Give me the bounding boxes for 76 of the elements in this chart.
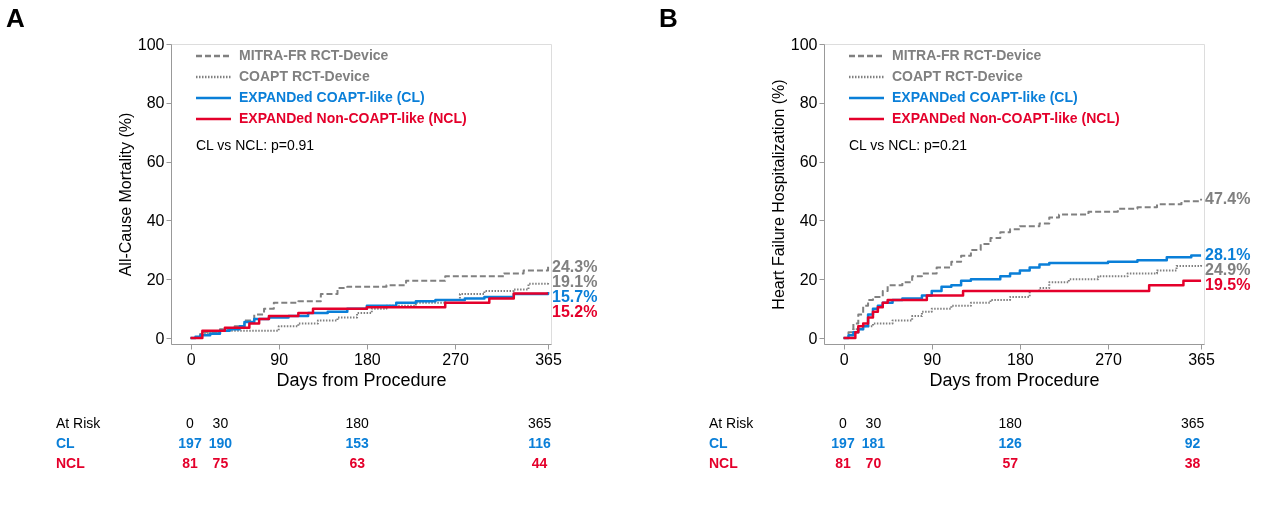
text: 0 [186, 415, 195, 431]
y-tick-label: 60 [799, 153, 818, 171]
x-tick-label: 0 [186, 350, 196, 368]
annotation: CL vs NCL: p=0.91 [196, 137, 315, 153]
text: 30 [212, 415, 229, 431]
y-tick-label: 40 [146, 211, 165, 229]
text: 70 [865, 455, 882, 471]
y-axis-title: All-Cause Mortality (%) [116, 112, 134, 277]
text: 44 [531, 455, 548, 471]
chart-title: B [659, 3, 678, 33]
y-tick-label: 80 [799, 94, 818, 112]
y-tick-label: 20 [146, 270, 165, 288]
text: 92 [1184, 435, 1201, 451]
text: 0 [839, 415, 848, 431]
text: 126 [998, 435, 1023, 451]
legend-label: EXPANDed COAPT-like (CL) [892, 89, 1078, 105]
legend-label: MITRA-FR RCT-Device [892, 47, 1042, 63]
text: 19.1% [552, 272, 598, 290]
text: 38 [1184, 455, 1201, 471]
x-axis-title: Days from Procedure [929, 369, 1100, 390]
text: 81 [835, 455, 851, 471]
y-tick-label: 100 [137, 35, 165, 53]
legend-label: EXPANDed Non-COAPT-like (NCL) [892, 110, 1120, 126]
chart-title: A [6, 3, 25, 33]
text: 197 [831, 435, 855, 451]
text: 81 [182, 455, 198, 471]
y-axis-title: Heart Failure Hospitalization (%) [769, 79, 787, 310]
y-tick-label: 0 [155, 329, 165, 347]
x-tick-label: 90 [923, 350, 942, 368]
y-tick-label: 80 [146, 94, 165, 112]
text: 15.7% [552, 287, 598, 305]
legend-label: EXPANDed Non-COAPT-like (NCL) [239, 110, 467, 126]
text: 57 [1002, 455, 1019, 471]
annotation: CL vs NCL: p=0.21 [849, 137, 968, 153]
x-tick-label: 270 [1095, 350, 1122, 368]
text: 190 [208, 435, 233, 451]
y-tick-label: 20 [799, 270, 818, 288]
text: NCL [56, 455, 86, 471]
text: CL [709, 435, 729, 451]
text: 197 [178, 435, 202, 451]
x-tick-label: 365 [1188, 350, 1216, 368]
text: 19.5% [1205, 276, 1251, 294]
legend-label: COAPT RCT-Device [239, 68, 370, 84]
x-tick-label: 365 [535, 350, 563, 368]
text: 28.1% [1205, 246, 1251, 264]
text: 180 [998, 415, 1023, 431]
y-tick-label: 100 [790, 35, 818, 53]
x-axis-title: Days from Procedure [276, 369, 447, 390]
legend-label: EXPANDed COAPT-like (CL) [239, 89, 425, 105]
text: 75 [212, 455, 229, 471]
text: 116 [528, 435, 552, 451]
text: 47.4% [1205, 189, 1251, 207]
text: At Risk [709, 415, 755, 431]
text: 15.2% [552, 302, 598, 320]
legend-label: COAPT RCT-Device [892, 68, 1023, 84]
text: 24.9% [1205, 261, 1251, 279]
text: CL [56, 435, 76, 451]
text: 30 [865, 415, 882, 431]
x-tick-label: 270 [442, 350, 469, 368]
x-tick-label: 180 [1007, 350, 1034, 368]
x-tick-label: 180 [354, 350, 381, 368]
y-tick-label: 40 [799, 211, 818, 229]
x-tick-label: 0 [839, 350, 849, 368]
legend-label: MITRA-FR RCT-Device [239, 47, 389, 63]
x-tick-label: 90 [270, 350, 289, 368]
text: 153 [345, 435, 370, 451]
text: 24.3% [552, 257, 598, 275]
text: 63 [349, 455, 366, 471]
text: NCL [709, 455, 739, 471]
text: 365 [527, 415, 552, 431]
text: 180 [345, 415, 370, 431]
y-tick-label: 60 [146, 153, 165, 171]
text: 365 [1180, 415, 1205, 431]
text: At Risk [56, 415, 102, 431]
y-tick-label: 0 [808, 329, 818, 347]
text: 181 [861, 435, 886, 451]
